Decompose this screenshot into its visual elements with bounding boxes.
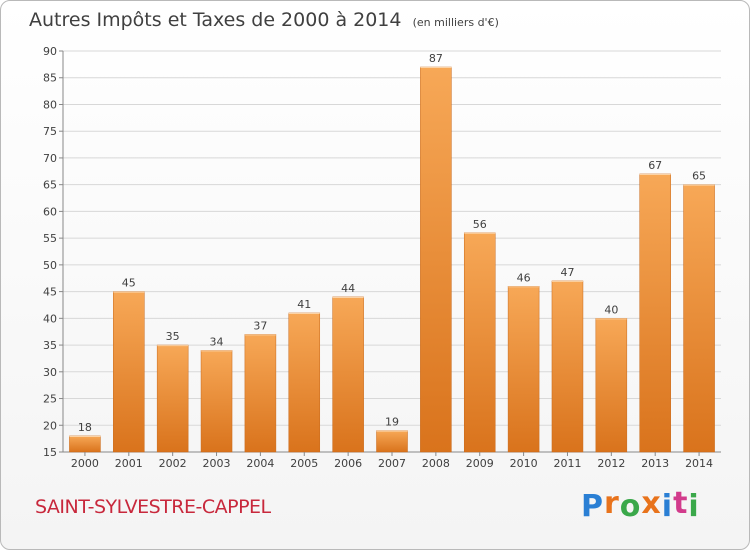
data-label-2006: 44 — [341, 282, 355, 295]
y-tick-label: 70 — [43, 152, 57, 165]
data-label-2004: 37 — [253, 319, 267, 332]
logo-letter: x — [641, 486, 662, 521]
x-tick-label-2011: 2011 — [553, 457, 581, 470]
y-tick-label: 20 — [43, 419, 57, 432]
data-label-2000: 18 — [78, 421, 92, 434]
x-tick-label-2004: 2004 — [246, 457, 274, 470]
y-tick-label: 80 — [43, 98, 57, 111]
data-label-2011: 47 — [560, 266, 574, 279]
x-tick-label-2006: 2006 — [334, 457, 362, 470]
logo-letter: t — [673, 486, 689, 521]
bar-2000 — [69, 435, 101, 453]
data-label-2013: 67 — [648, 159, 662, 172]
bar-2014 — [683, 184, 715, 453]
logo-letter: i — [688, 489, 700, 524]
x-tick-label-2013: 2013 — [641, 457, 669, 470]
bar-2001 — [113, 291, 145, 453]
x-axis-ticks: 2000 2001 2002 2003 2004 2005 2006 2007 2008 2009… — [71, 452, 713, 470]
bar-2006 — [332, 296, 364, 453]
bar-2013 — [639, 173, 671, 453]
y-axis-ticks: 15 20 25 30 35 40 45 50 55 60 65 70 75 80 85 90 — [43, 45, 63, 459]
data-label-2012: 40 — [604, 303, 618, 316]
chart-title-block: Autres Impôts et Taxes de 2000 à 2014 (e… — [29, 9, 499, 31]
x-tick-label-2007: 2007 — [378, 457, 406, 470]
x-tick-label-2012: 2012 — [597, 457, 625, 470]
data-label-2003: 34 — [210, 335, 224, 348]
data-label-2010: 46 — [517, 271, 531, 284]
bar-2004 — [244, 334, 277, 453]
y-tick-label: 15 — [43, 446, 57, 459]
logo-letter: r — [604, 486, 620, 521]
logo-letter: i — [661, 489, 674, 524]
y-tick-label: 35 — [43, 339, 57, 352]
bar-2012 — [595, 318, 628, 453]
y-tick-label: 90 — [43, 45, 57, 58]
bar-2005 — [288, 312, 321, 453]
proxiti-logo: Proxiti — [581, 486, 700, 524]
logo-letter: P — [581, 489, 604, 524]
bar-2007 — [376, 430, 408, 453]
y-tick-label: 55 — [43, 232, 57, 245]
bar-2011 — [551, 280, 584, 453]
bar-2002 — [156, 344, 189, 453]
bars — [69, 66, 715, 453]
bar-2003 — [200, 350, 233, 453]
data-label-2009: 56 — [473, 218, 487, 231]
chart-unit-label: (en milliers d'€) — [412, 16, 499, 29]
x-tick-label-2005: 2005 — [290, 457, 318, 470]
data-label-2008: 87 — [429, 52, 443, 65]
y-tick-label: 50 — [43, 259, 57, 272]
x-tick-label-2014: 2014 — [685, 457, 713, 470]
y-tick-label: 40 — [43, 312, 57, 325]
data-label-2001: 45 — [122, 277, 136, 290]
x-tick-label-2002: 2002 — [159, 457, 187, 470]
x-tick-label-2000: 2000 — [71, 457, 99, 470]
logo-letter: o — [619, 489, 642, 524]
y-tick-label: 60 — [43, 205, 57, 218]
data-label-2007: 19 — [385, 416, 399, 429]
x-tick-label-2008: 2008 — [422, 457, 450, 470]
x-tick-label-2001: 2001 — [115, 457, 143, 470]
y-tick-label: 85 — [43, 72, 57, 85]
data-label-2005: 41 — [297, 298, 311, 311]
x-tick-label-2010: 2010 — [510, 457, 538, 470]
data-label-2002: 35 — [166, 330, 180, 343]
bar-2008 — [420, 66, 452, 453]
y-tick-label: 25 — [43, 393, 57, 406]
data-label-2014: 65 — [692, 170, 706, 183]
y-tick-label: 65 — [43, 179, 57, 192]
chart-title: Autres Impôts et Taxes de 2000 à 2014 — [29, 9, 402, 31]
y-tick-label: 45 — [43, 286, 57, 299]
y-tick-label: 30 — [43, 366, 57, 379]
y-tick-label: 75 — [43, 125, 57, 138]
bar-2009 — [463, 232, 496, 453]
commune-name: SAINT-SYLVESTRE-CAPPEL — [35, 496, 271, 518]
data-labels: 18 45 35 34 37 41 44 19 87 56 46 47 40 67 65 — [78, 52, 706, 434]
bar-2010 — [507, 286, 540, 453]
x-tick-label-2003: 2003 — [203, 457, 231, 470]
x-tick-label-2009: 2009 — [466, 457, 494, 470]
